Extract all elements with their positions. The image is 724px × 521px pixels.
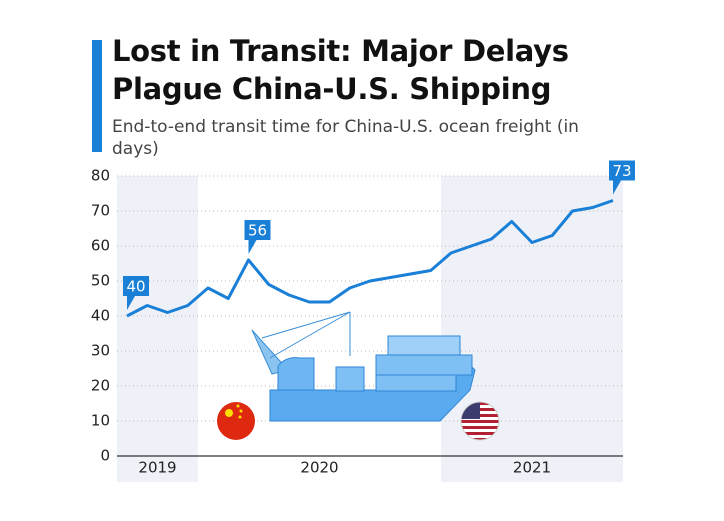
flag-star xyxy=(238,415,242,419)
container xyxy=(335,366,365,392)
y-tick-label: 50 xyxy=(91,272,110,290)
flag-star xyxy=(239,409,243,413)
container xyxy=(375,374,457,392)
flag-outline xyxy=(460,401,500,441)
chart-title: Lost in Transit: Major Delays Plague Chi… xyxy=(112,34,569,106)
year-band xyxy=(117,176,198,482)
x-tick-label: 2020 xyxy=(300,459,338,477)
y-tick-label: 40 xyxy=(91,307,110,325)
accent-bar xyxy=(92,40,102,152)
crane-cable xyxy=(261,311,351,339)
data-label: 56 xyxy=(248,222,267,240)
x-tick-label: 2019 xyxy=(138,459,176,477)
y-tick-label: 70 xyxy=(91,202,110,220)
crane-cable xyxy=(269,311,351,359)
y-tick-label: 30 xyxy=(91,342,110,360)
data-label: 73 xyxy=(612,162,631,180)
chart-subtitle: End-to-end transit time for China-U.S. o… xyxy=(112,117,579,159)
y-tick-label: 10 xyxy=(91,412,110,430)
callout-box xyxy=(123,276,149,310)
plot: 40 56 73 xyxy=(123,160,635,318)
callout-box xyxy=(244,220,271,254)
y-tick-label: 0 xyxy=(100,447,110,465)
flag-usa xyxy=(461,402,499,440)
bridge xyxy=(277,357,315,391)
flag-star xyxy=(236,404,240,408)
year-bands: 2019 2020 2021 xyxy=(117,176,623,482)
flag-star xyxy=(225,409,233,417)
y-tick-label: 80 xyxy=(91,167,110,185)
line xyxy=(126,199,614,318)
grid: 0 10 20 30 40 50 60 70 80 xyxy=(91,167,623,465)
y-tick-label: 20 xyxy=(91,377,110,395)
y-tick-label: 60 xyxy=(91,237,110,255)
container xyxy=(387,335,461,356)
flag-china xyxy=(217,402,255,440)
container xyxy=(375,354,473,376)
x-tick-label: 2021 xyxy=(513,459,551,477)
callout-box xyxy=(609,160,635,195)
ship-illustration xyxy=(217,311,500,441)
data-label: 40 xyxy=(126,278,145,296)
